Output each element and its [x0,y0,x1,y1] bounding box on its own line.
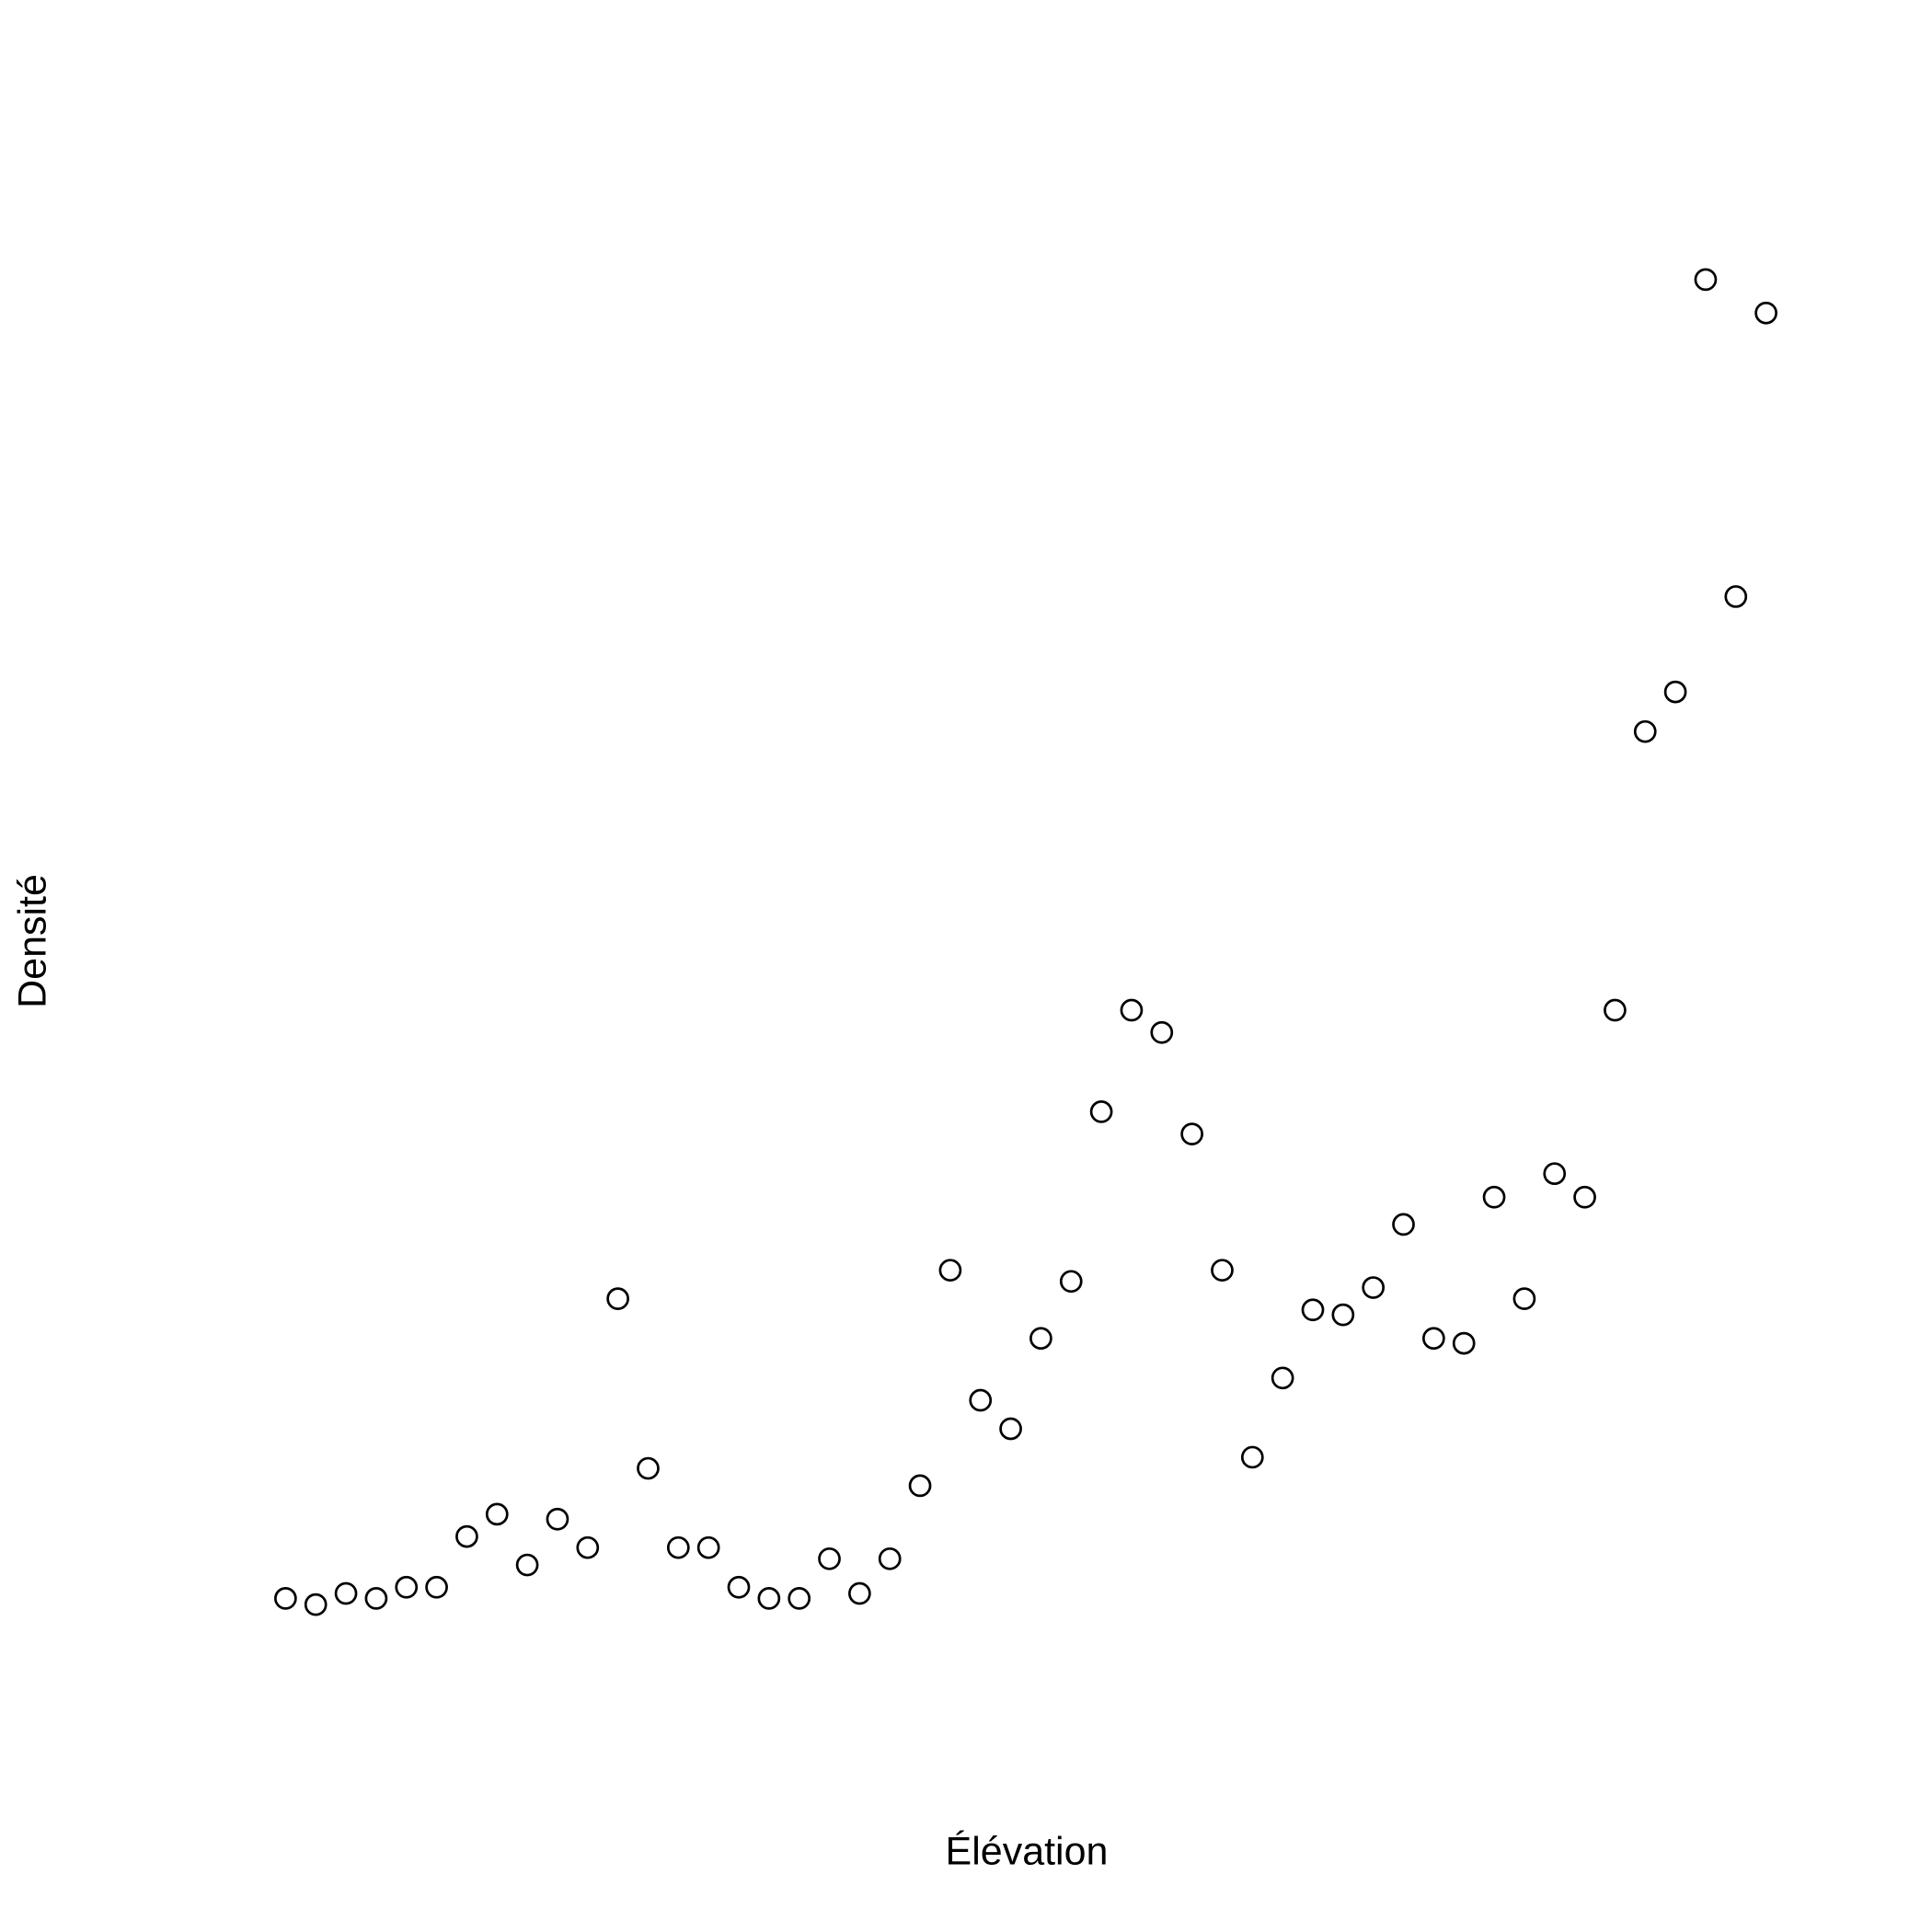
point [969,1388,993,1412]
point [364,1587,388,1610]
point [1180,1122,1203,1145]
point [1604,998,1627,1022]
point [1271,1366,1294,1390]
point [1422,1327,1445,1351]
point [1663,680,1687,704]
point [1331,1303,1355,1327]
point [1059,1270,1083,1294]
point [1482,1185,1506,1209]
point [727,1575,751,1599]
point [1029,1327,1052,1351]
point [425,1575,448,1599]
point [999,1417,1022,1441]
point [788,1587,811,1610]
point [334,1581,358,1605]
point [1573,1185,1596,1209]
point [1452,1331,1476,1355]
point [1512,1287,1536,1311]
point [848,1581,871,1605]
point [515,1553,539,1577]
point [576,1535,600,1559]
point [938,1259,962,1282]
point [1543,1162,1567,1186]
point [666,1535,690,1559]
point [1392,1213,1415,1236]
point [1362,1276,1386,1299]
point [757,1587,781,1610]
point [696,1535,720,1559]
point [274,1587,297,1610]
point [637,1456,660,1480]
point [485,1502,509,1526]
point [304,1593,328,1616]
point [606,1287,629,1311]
point [546,1507,569,1531]
point [1633,719,1657,743]
point [395,1575,419,1599]
point [1240,1445,1264,1469]
point [1724,585,1748,608]
point [455,1524,478,1548]
point [1211,1259,1234,1282]
point [1754,301,1777,325]
point [908,1474,932,1498]
point [818,1547,841,1570]
x-axis-label: Élévation [946,1829,1109,1873]
point [1089,1100,1113,1123]
point [1301,1298,1325,1322]
point [1150,1020,1174,1044]
point [1120,998,1144,1022]
point [878,1547,902,1570]
y-axis-label: Densité [10,874,54,1008]
point [1694,268,1718,292]
